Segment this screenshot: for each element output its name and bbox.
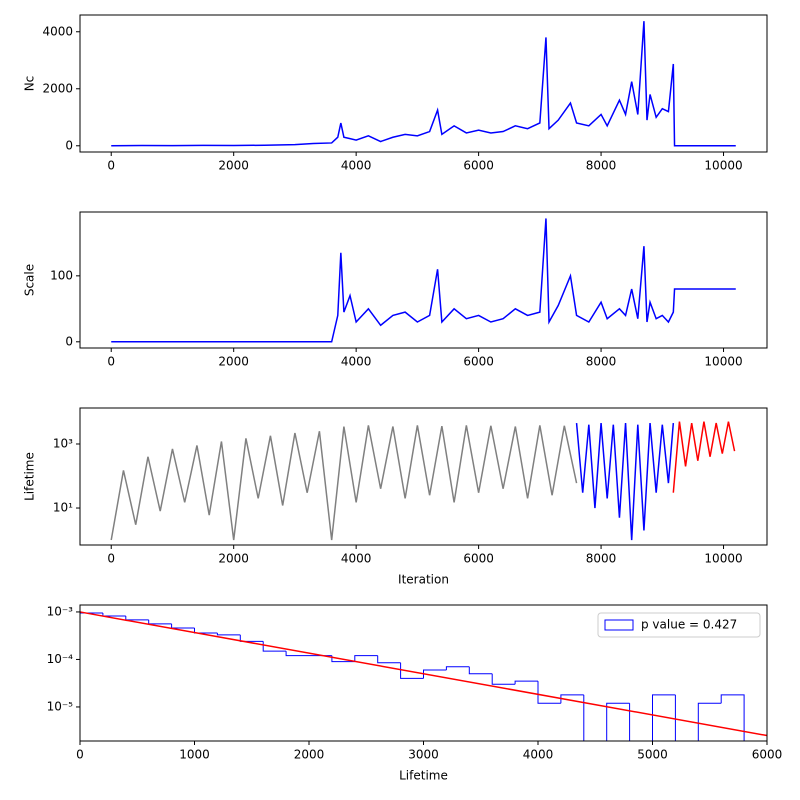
histogram-step [125, 616, 149, 621]
line [111, 21, 736, 147]
histogram-step [102, 613, 126, 617]
x-tick-label: 0 [107, 159, 115, 173]
histogram-step [354, 655, 378, 662]
histogram-step [629, 703, 653, 742]
panel: 0 2000 4000 6000 8000 10000 10¹ 10³ Lifetime Iter… [23, 407, 768, 587]
x-tick-label: 4000 [341, 552, 372, 566]
line [110, 425, 578, 541]
legend-swatch [604, 619, 634, 631]
x-tick-label: 10000 [704, 355, 742, 369]
histogram-step [491, 673, 516, 685]
y-axis-label: Nc [23, 76, 37, 92]
axes-frame [79, 407, 768, 546]
x-tick-label: 6000 [463, 552, 494, 566]
x-tick-label: 8000 [586, 355, 617, 369]
histogram-step [514, 680, 538, 685]
legend-label: p value = 0.427 [641, 618, 737, 632]
histogram-step [377, 655, 401, 664]
y-tick-label: 10⁻⁴ [47, 652, 74, 666]
x-tick-label: 2000 [218, 355, 249, 369]
histogram-step [216, 633, 241, 636]
x-axis-label: Lifetime [399, 769, 448, 783]
x-tick-label: 4000 [523, 748, 554, 762]
histogram-step [697, 702, 722, 741]
histogram-step [285, 651, 309, 657]
line [575, 423, 675, 541]
histogram-step [606, 702, 630, 741]
histogram-step [537, 681, 561, 704]
histogram-step [171, 623, 195, 629]
y-tick-label: 4000 [42, 24, 73, 38]
histogram-step [194, 627, 218, 634]
x-tick-label: 4000 [341, 355, 372, 369]
axes-frame [79, 604, 768, 742]
axes-frame [79, 211, 768, 349]
y-tick-label: 0 [65, 138, 73, 152]
y-tick-label: 100 [50, 268, 73, 282]
histogram-step [674, 694, 699, 742]
x-tick-label: 10000 [704, 552, 742, 566]
x-tick-label: 3000 [408, 748, 439, 762]
histogram-step [720, 694, 745, 741]
histogram-step [423, 669, 447, 679]
histogram-step [445, 666, 470, 670]
panel: 0 2000 4000 6000 8000 10000 0 2000 4000 Nc [23, 14, 768, 173]
histogram-step [239, 634, 264, 642]
histogram-step [79, 612, 103, 741]
line [111, 218, 736, 343]
x-tick-label: 2000 [218, 159, 249, 173]
histogram-step [400, 662, 424, 679]
y-axis-label: Lifetime [23, 452, 37, 501]
x-tick-label: 6000 [752, 748, 783, 762]
histogram-step [560, 694, 584, 704]
x-tick-label: 2000 [218, 552, 249, 566]
x-tick-label: 4000 [341, 159, 372, 173]
histogram-step [583, 694, 607, 742]
x-axis-label: Iteration [398, 573, 449, 587]
y-tick-label: 10³ [53, 436, 73, 450]
y-tick-label: 10⁻³ [47, 604, 74, 618]
x-tick-label: 2000 [294, 748, 325, 762]
x-tick-label: 10000 [704, 159, 742, 173]
line [79, 611, 768, 737]
legend-box [597, 612, 761, 638]
y-tick-label: 2000 [42, 81, 73, 95]
axes-frame [79, 14, 768, 153]
y-tick-label: 10⁻⁵ [47, 699, 74, 713]
histogram-step [652, 694, 676, 741]
x-tick-label: 0 [107, 355, 115, 369]
y-tick-label: 0 [65, 334, 73, 348]
histogram-step [468, 666, 493, 675]
line [672, 421, 736, 493]
y-tick-label: 10¹ [53, 501, 73, 515]
legend: p value = 0.427 [597, 612, 761, 638]
histogram-step [148, 619, 172, 625]
x-tick-label: 8000 [586, 159, 617, 173]
x-tick-label: 1000 [179, 748, 210, 762]
x-tick-label: 6000 [463, 355, 494, 369]
x-tick-label: 6000 [463, 159, 494, 173]
panel: 0 2000 4000 6000 8000 10000 0 100 Scale [23, 211, 768, 369]
x-tick-label: 8000 [586, 552, 617, 566]
panel: 0 1000 2000 3000 4000 5000 6000 10⁻⁵ 10⁻⁴ 10⁻³ Lif… [47, 604, 783, 782]
x-tick-label: 0 [107, 552, 115, 566]
y-axis-label: Scale [23, 264, 37, 296]
x-tick-label: 5000 [637, 748, 668, 762]
x-tick-label: 0 [76, 748, 84, 762]
